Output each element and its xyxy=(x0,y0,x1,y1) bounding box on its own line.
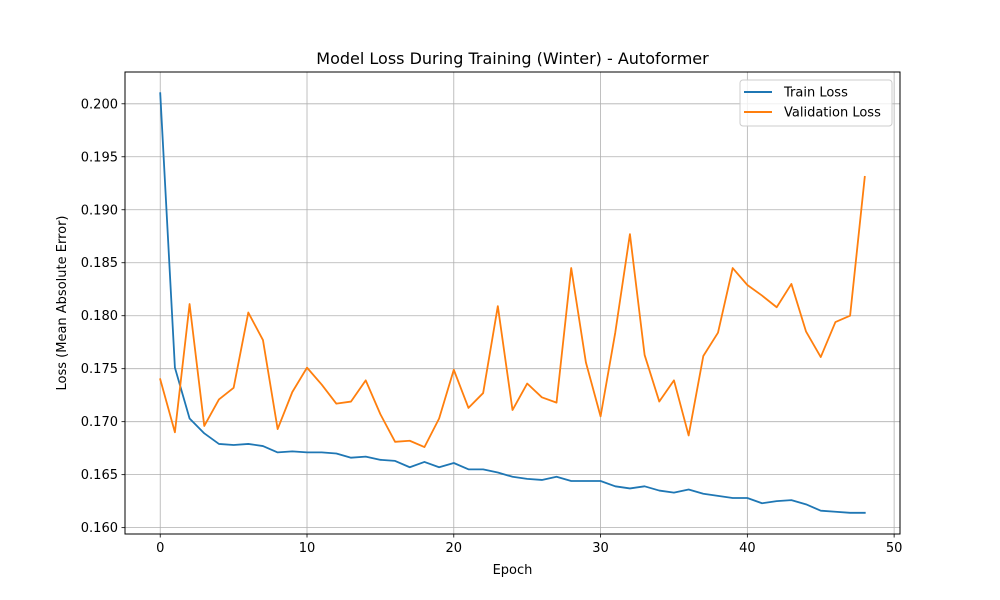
x-tick-label: 50 xyxy=(886,541,903,556)
x-axis: 0 10 20 30 40 50 xyxy=(156,534,902,556)
y-axis: 0.160 0.165 0.170 0.175 0.180 0.185 0.190 0.195… xyxy=(81,97,125,536)
y-tick-label: 0.195 xyxy=(81,150,118,165)
chart-title: Model Loss During Training (Winter) - Au… xyxy=(316,49,709,68)
y-tick-label: 0.160 xyxy=(81,521,118,536)
y-tick-label: 0.180 xyxy=(81,309,118,324)
plot-frame xyxy=(124,71,901,535)
legend-box xyxy=(739,79,893,127)
y-tick-label: 0.185 xyxy=(81,256,118,271)
y-tick-label: 0.170 xyxy=(81,415,118,430)
legend-label-validation-loss: Validation Loss xyxy=(784,106,881,121)
x-axis-label: Epoch xyxy=(493,563,533,578)
y-tick-label: 0.190 xyxy=(81,203,118,218)
y-tick-label: 0.165 xyxy=(81,468,118,483)
x-tick-label: 40 xyxy=(739,541,756,556)
grid-lines xyxy=(125,72,900,534)
x-tick-label: 0 xyxy=(156,541,164,556)
y-tick-label: 0.175 xyxy=(81,362,118,377)
legend-label-train-loss: Train Loss xyxy=(783,86,848,101)
x-tick-label: 30 xyxy=(592,541,609,556)
legend: Train Loss Validation Loss xyxy=(739,79,893,127)
y-tick-label: 0.200 xyxy=(81,97,118,112)
series-layer xyxy=(159,92,866,514)
x-tick-label: 10 xyxy=(299,541,316,556)
series-line-validation-loss xyxy=(159,175,866,449)
y-axis-label: Loss (Mean Absolute Error) xyxy=(55,216,70,391)
x-tick-label: 20 xyxy=(446,541,463,556)
series-line-train-loss xyxy=(159,92,866,514)
